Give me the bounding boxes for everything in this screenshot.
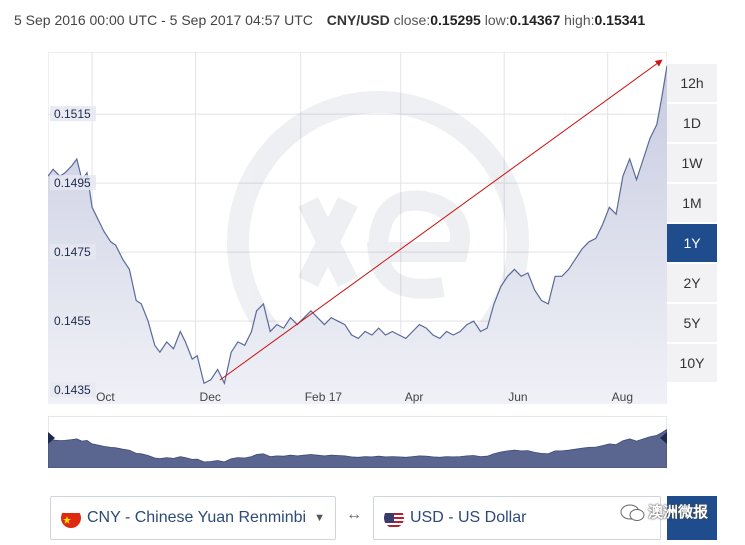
high-label: high: — [564, 12, 595, 28]
y-tick-label: 0.1495 — [54, 176, 91, 190]
navigator-area — [48, 428, 667, 468]
range-button-1d[interactable]: 1D — [667, 104, 717, 142]
y-tick-label: 0.1515 — [54, 107, 91, 121]
range-button-1m[interactable]: 1M — [667, 184, 717, 222]
range-button-5y[interactable]: 5Y — [667, 304, 717, 342]
x-tick-label: Apr — [405, 390, 424, 404]
x-tick-label: Jun — [508, 390, 527, 404]
main-chart[interactable]: 0.1435 0.1455 0.1475 0.1495 0.1515 Oct Dec Feb… — [48, 52, 667, 404]
range-button-12h[interactable]: 12h — [667, 64, 717, 102]
high-value: 0.15341 — [594, 12, 646, 28]
navigator-chart[interactable] — [48, 416, 667, 468]
close-value: 0.15295 — [430, 12, 481, 28]
rate-line — [48, 65, 667, 386]
low-value: 0.14367 — [509, 12, 561, 28]
y-tick-label: 0.1475 — [54, 245, 91, 259]
date-range: 5 Sep 2016 00:00 UTC - 5 Sep 2017 04:57 … — [14, 12, 313, 28]
range-button-2y[interactable]: 2Y — [667, 264, 717, 302]
china-flag-icon — [61, 508, 81, 528]
x-tick-label: Feb 17 — [305, 390, 343, 404]
x-tick-label: Dec — [200, 390, 221, 404]
y-tick-label: 0.1435 — [54, 383, 91, 397]
y-tick-label-background — [50, 106, 96, 122]
watermark-text: 澳洲微报 — [648, 504, 709, 521]
navigator-handle-right-icon[interactable] — [660, 432, 667, 444]
navigator-handle-left-icon[interactable] — [48, 432, 55, 444]
to-currency-select[interactable]: USD - US Dollar — [373, 496, 661, 540]
to-currency-label: USD - US Dollar — [410, 509, 527, 526]
range-button-1y[interactable]: 1Y — [667, 224, 717, 262]
x-tick-label: Aug — [612, 390, 633, 404]
trend-arrow — [219, 59, 663, 381]
y-tick-label: 0.1455 — [54, 314, 91, 328]
from-currency-label: CNY - Chinese Yuan Renminbi — [87, 509, 307, 526]
x-axis-labels: Oct Dec Feb 17 Apr Jun Aug — [96, 390, 633, 404]
y-tick-label-background — [50, 244, 96, 260]
swap-icon[interactable]: ↔ — [346, 506, 362, 523]
rate-area — [48, 65, 667, 404]
currency-pair: CNY/USD — [326, 12, 390, 28]
y-tick-label-background — [50, 382, 96, 398]
range-button-10y[interactable]: 10Y — [667, 344, 717, 382]
y-axis-labels: 0.1435 0.1455 0.1475 0.1495 0.1515 — [50, 106, 96, 398]
low-label: low: — [484, 12, 510, 28]
y-tick-label-background — [50, 175, 96, 191]
close-label: close: — [393, 12, 431, 28]
us-flag-icon — [384, 508, 404, 528]
chevron-down-icon: ▼ — [314, 512, 325, 524]
watermark: 澳洲微报 — [620, 501, 708, 531]
range-button-group: 12h 1D 1W 1M 1Y 2Y 5Y 10Y — [667, 64, 717, 384]
header-info: 5 Sep 2016 00:00 UTC - 5 Sep 2017 04:57 … — [14, 12, 734, 32]
range-button-1w[interactable]: 1W — [667, 144, 717, 182]
y-tick-label-background — [50, 313, 96, 329]
from-currency-select[interactable]: CNY - Chinese Yuan Renminbi ▼ — [50, 496, 336, 540]
x-tick-label: Oct — [96, 390, 115, 404]
wechat-icon — [620, 503, 646, 523]
convert-button[interactable] — [667, 496, 717, 540]
